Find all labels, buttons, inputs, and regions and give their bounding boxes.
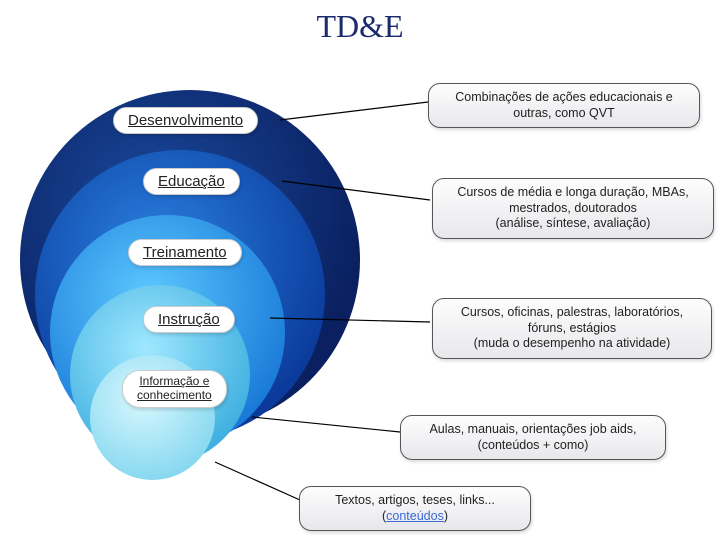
label-desenvolvimento: Desenvolvimento (113, 107, 258, 134)
label-informacao-line1: Informação e (139, 374, 209, 388)
callout-conteudos-link[interactable]: conteúdos (386, 509, 444, 523)
callout-educacao-l1: Cursos de média e longa duração, MBAs, (443, 185, 703, 201)
paren-close: ) (444, 509, 448, 523)
callout-instrucao-l1: Cursos, oficinas, palestras, laboratório… (443, 305, 701, 321)
label-educacao: Educação (143, 168, 240, 195)
callout-educacao-l3: (análise, síntese, avaliação) (443, 216, 703, 232)
label-treinamento: Treinamento (128, 239, 242, 266)
callout-conteudos: Textos, artigos, teses, links... (conteú… (299, 486, 531, 531)
callout-instrucao-l3: (muda o desempenho na atividade) (443, 336, 701, 352)
callout-desenvolvimento-l2: outras, como QVT (439, 106, 689, 122)
callout-informacao-l1: Aulas, manuais, orientações job aids, (411, 422, 655, 438)
callout-instrucao-l2: fóruns, estágios (443, 321, 701, 337)
label-informacao: Informação e conhecimento (122, 370, 227, 408)
callout-conteudos-l1: Textos, artigos, teses, links... (310, 493, 520, 509)
callout-conteudos-l2: (conteúdos) (310, 509, 520, 525)
callout-informacao-l2: (conteúdos + como) (411, 438, 655, 454)
page-title: TD&E (0, 8, 720, 45)
callout-informacao-conhecimento: Aulas, manuais, orientações job aids, (c… (400, 415, 666, 460)
callout-desenvolvimento: Combinações de ações educacionais e outr… (428, 83, 700, 128)
callout-instrucao: Cursos, oficinas, palestras, laboratório… (432, 298, 712, 359)
callout-desenvolvimento-l1: Combinações de ações educacionais e (439, 90, 689, 106)
callout-educacao: Cursos de média e longa duração, MBAs, m… (432, 178, 714, 239)
label-instrucao: Instrução (143, 306, 235, 333)
label-informacao-line2: conhecimento (137, 388, 212, 402)
callout-educacao-l2: mestrados, doutorados (443, 201, 703, 217)
